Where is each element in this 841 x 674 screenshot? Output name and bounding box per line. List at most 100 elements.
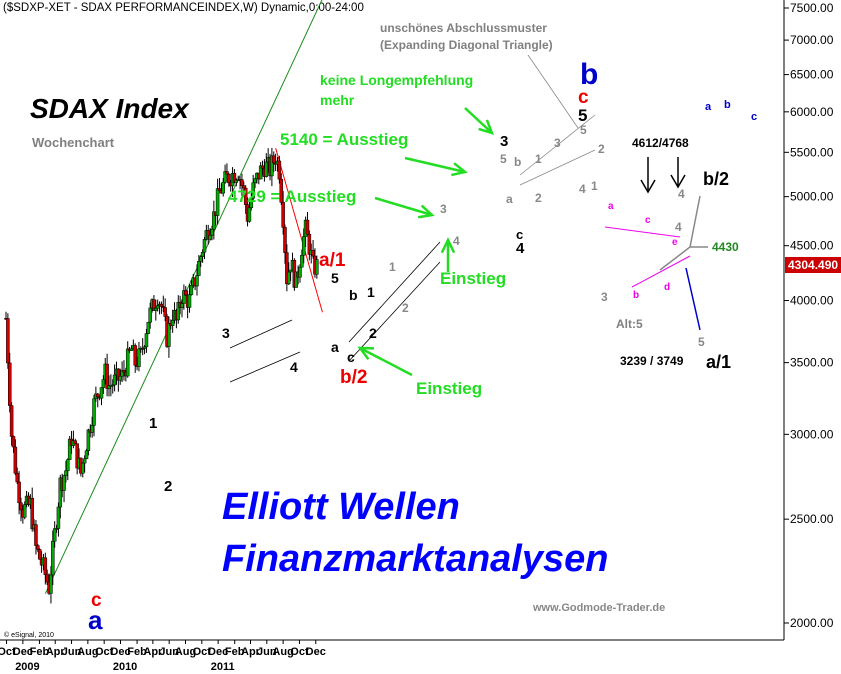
wave-label: b — [514, 155, 521, 169]
arrow-ausstieg-5140-head — [451, 162, 468, 177]
wave-label: 2 — [369, 325, 377, 341]
x-tick-label: Dec — [13, 646, 33, 658]
triangle-line — [519, 149, 596, 186]
wave-label-b2-right: b/2 — [703, 169, 729, 189]
wave-label: 3 — [500, 133, 508, 150]
wave-label: 1 — [535, 152, 542, 166]
candle-body — [200, 251, 205, 257]
wave-label: 3 — [601, 290, 608, 304]
candle-body — [253, 178, 257, 184]
wave-label: 2 — [598, 142, 605, 156]
candle-body — [300, 255, 304, 268]
candle-body — [62, 475, 66, 491]
x-tick-label: Apr — [241, 646, 261, 658]
wave-label-a1-right: a/1 — [706, 352, 731, 372]
candle-body — [43, 557, 48, 575]
wave-label-a-bottom: a — [88, 605, 103, 635]
triangle-line — [527, 54, 579, 129]
channel-line — [229, 351, 301, 383]
wave-label: 5 — [580, 123, 587, 137]
candle-body — [11, 436, 16, 448]
candle-body — [17, 481, 21, 504]
candle-body — [180, 303, 184, 308]
candle-body — [286, 271, 291, 285]
candle-body — [118, 375, 122, 381]
annotation-ausstieg-5140: 5140 = Ausstieg — [280, 130, 408, 149]
wave-label: 3 — [440, 202, 447, 216]
x-tick-label: Apr — [46, 646, 66, 658]
wave-label: 1 — [367, 284, 375, 300]
candle-body — [34, 524, 38, 546]
candle-body — [221, 181, 225, 194]
wave-label: c — [347, 349, 355, 365]
x-tick-label: Dec — [306, 646, 326, 658]
candle-body — [133, 345, 137, 366]
channel-line — [229, 319, 293, 349]
candle-body — [195, 275, 199, 287]
y-tick-label: 6000.00 — [790, 105, 834, 119]
candle-body — [129, 348, 134, 351]
wave-label: 4 — [290, 359, 298, 375]
annotation-level-4430: 4430 — [712, 240, 739, 254]
candle-body — [249, 197, 254, 209]
candle-body — [7, 362, 12, 406]
annotation-target-4612-4768: 4612/4768 — [632, 136, 689, 150]
annotation-einstieg-lower: Einstieg — [416, 379, 482, 398]
wave-label-b-blue: b — [580, 58, 598, 91]
candle-body — [288, 269, 293, 273]
candle-body — [243, 187, 248, 205]
wave-label: d — [664, 282, 670, 293]
candle-body — [99, 387, 104, 399]
last-price-badge — [785, 257, 841, 273]
candle-body — [170, 320, 175, 326]
candle-body — [52, 528, 57, 542]
wave-label: 5 — [698, 335, 705, 349]
candle-body — [184, 290, 188, 296]
candle-body — [112, 374, 117, 386]
candle-body — [6, 318, 10, 364]
watermark-elliott-wellen: Elliott Wellen — [222, 486, 460, 528]
candle-body — [101, 379, 106, 388]
arrow-keine-longempfehlung — [464, 107, 493, 134]
wave-label: 5 — [500, 152, 507, 166]
candle-body — [182, 290, 186, 304]
candle-body — [19, 502, 23, 511]
target-arrow-head — [670, 174, 686, 189]
candle-body — [146, 321, 151, 334]
candle-body — [36, 545, 40, 550]
y-tick-label: 2500.00 — [790, 512, 834, 526]
wave-label: 4 — [516, 240, 525, 257]
candle-body — [137, 348, 141, 367]
candle-body — [159, 303, 164, 307]
candle-body — [15, 472, 19, 483]
wave-label: 3 — [554, 136, 561, 150]
wave-label: a — [608, 201, 614, 212]
candle-body — [215, 188, 220, 216]
x-tick-label: Feb — [30, 646, 50, 658]
wave-label: 1 — [389, 260, 396, 274]
arrow-ausstieg-4729 — [374, 196, 433, 217]
wave-label: 5 — [331, 270, 339, 286]
wave-label: 4 — [453, 234, 460, 248]
wave-label: 4 — [678, 187, 685, 201]
candle-body — [96, 393, 100, 398]
wave-label-c-red-top: c — [578, 87, 589, 108]
candle-body — [122, 370, 126, 373]
channel-line — [348, 241, 441, 343]
y-tick-label: 7500.00 — [790, 1, 834, 15]
wave-label: c — [516, 227, 523, 242]
wave-label: c — [751, 111, 757, 123]
candle-body — [86, 429, 91, 451]
candle-body — [9, 405, 14, 437]
wave-label: 3 — [222, 325, 230, 341]
candle-body — [264, 161, 269, 177]
candle-body — [279, 178, 284, 203]
annotation-abschlussmuster: unschönes Abschlussmuster — [380, 21, 547, 35]
wave-label: 2 — [402, 301, 409, 315]
arrow-einstieg-lower-head — [357, 346, 375, 360]
candle-body — [22, 504, 27, 518]
annotation-keine-longempfehlung: keine Longempfehlung — [320, 72, 473, 88]
x-tick-label: Oct — [95, 646, 114, 658]
candle-body — [298, 266, 302, 278]
